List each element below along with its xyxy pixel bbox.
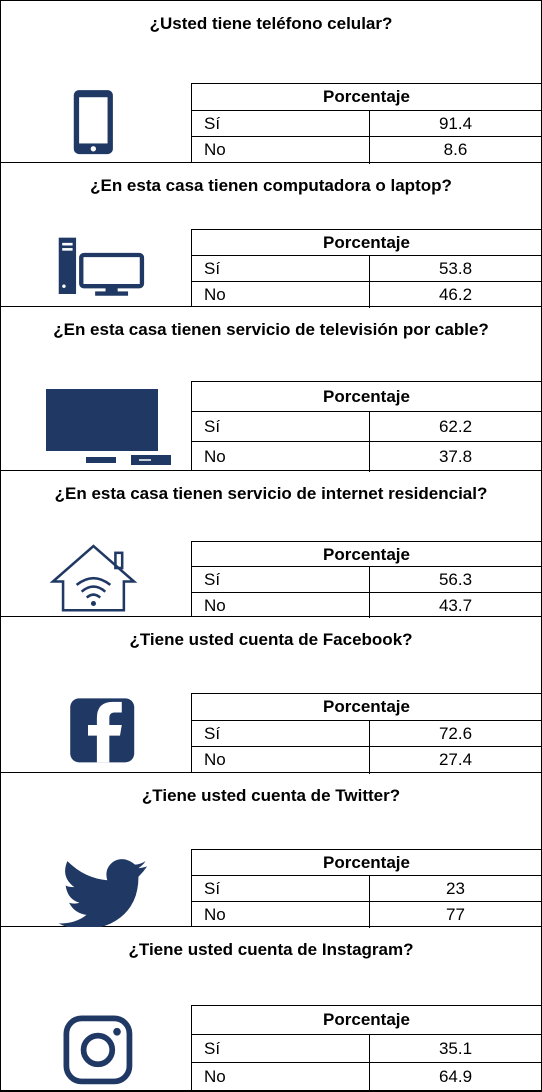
icon <box>1 849 191 930</box>
row-value: 91.4 <box>370 111 541 138</box>
row-value: 37.8 <box>438 447 473 466</box>
row-label: No <box>192 442 370 472</box>
row-value: 56.3 <box>370 567 541 593</box>
question: ¿Tiene usted cuenta de Facebook? <box>129 630 413 649</box>
table-header: Porcentaje <box>192 1006 541 1035</box>
row-label: Sí <box>192 256 370 282</box>
question: ¿Tiene usted cuenta de Twitter? <box>141 786 401 805</box>
icon-graphic <box>58 859 148 930</box>
section: ¿Tiene usted cuenta de Twitter? Porcentaj… <box>1 773 541 930</box>
icon-graphic <box>49 544 138 612</box>
table-header: Porcentaje <box>192 694 541 721</box>
section: ¿En esta casa tienen servicio de interne… <box>1 471 541 618</box>
percentage-table: Porcentaje Sí 62.2 No 37.8 <box>191 381 541 472</box>
section: ¿Tiene usted cuenta de Facebook? Porcenta… <box>1 617 541 774</box>
row-value: 46.2 <box>438 285 473 304</box>
row-label: Sí <box>192 110 370 138</box>
percentage-table: Porcentaje Sí 35.1 No 64.9 <box>191 1005 541 1091</box>
icon-graphic <box>73 90 113 155</box>
row-label: Sí <box>192 876 370 902</box>
row-label: Sí <box>192 412 370 442</box>
question: ¿En esta casa tienen computadora o lapto… <box>90 176 452 195</box>
percentage-table: Porcentaje Sí 56.3 No 43.7 <box>191 541 541 618</box>
icon-graphic <box>46 389 171 465</box>
row-value: 23 <box>370 876 541 902</box>
row-label: Sí <box>192 567 370 593</box>
row-label: No <box>192 592 370 618</box>
row-label: Sí <box>192 1034 370 1064</box>
row-value: 72.6 <box>370 721 541 748</box>
icon-graphic <box>58 237 145 296</box>
percentage-table: Porcentaje Sí 72.6 No 27.4 <box>191 693 541 774</box>
icon-graphic <box>63 1015 133 1085</box>
table-header: Porcentaje <box>192 230 541 256</box>
section: ¿Usted tiene teléfono celular? Porcentaje… <box>1 1 541 164</box>
row-label: No <box>192 137 370 164</box>
table-header: Porcentaje <box>192 542 541 568</box>
row-value: 64.9 <box>438 1067 473 1087</box>
question: ¿Tiene usted cuenta de Instagram? <box>128 940 414 959</box>
question: ¿En esta casa tienen servicio de televis… <box>53 320 489 339</box>
question: ¿Usted tiene teléfono celular? <box>149 14 393 33</box>
row-label: No <box>192 902 370 928</box>
row-label: No <box>192 282 370 308</box>
icon <box>1 693 191 773</box>
row-value: 27.4 <box>438 750 473 770</box>
row-value: 8.6 <box>443 140 468 160</box>
icon <box>1 1005 191 1091</box>
question: ¿En esta casa tienen servicio de interne… <box>54 484 488 503</box>
row-label: Sí <box>192 720 370 748</box>
table-header: Porcentaje <box>192 382 541 412</box>
row-label: No <box>192 1063 370 1091</box>
row-label: No <box>192 747 370 774</box>
icon <box>1 541 191 617</box>
row-value: 43.7 <box>438 595 473 615</box>
icon <box>1 83 191 163</box>
table-header: Porcentaje <box>192 84 541 111</box>
section: ¿En esta casa tienen computadora o lapto… <box>1 163 541 308</box>
icon <box>1 381 191 471</box>
icon <box>1 229 191 307</box>
percentage-table: Porcentaje Sí 91.4 No 8.6 <box>191 83 541 164</box>
table-header: Porcentaje <box>192 850 541 876</box>
section: ¿Tiene usted cuenta de Instagram? Porcent… <box>1 927 541 1091</box>
percentage-table: Porcentaje Sí 23 No 77 <box>191 849 541 928</box>
row-value: 53.8 <box>370 256 541 282</box>
icon-graphic <box>70 698 135 763</box>
section: ¿En esta casa tienen servicio de televis… <box>1 307 541 472</box>
row-value: 77 <box>446 905 465 924</box>
percentage-table: Porcentaje Sí 53.8 No 46.2 <box>191 229 541 308</box>
row-value: 62.2 <box>370 412 541 442</box>
row-value: 35.1 <box>370 1035 541 1064</box>
